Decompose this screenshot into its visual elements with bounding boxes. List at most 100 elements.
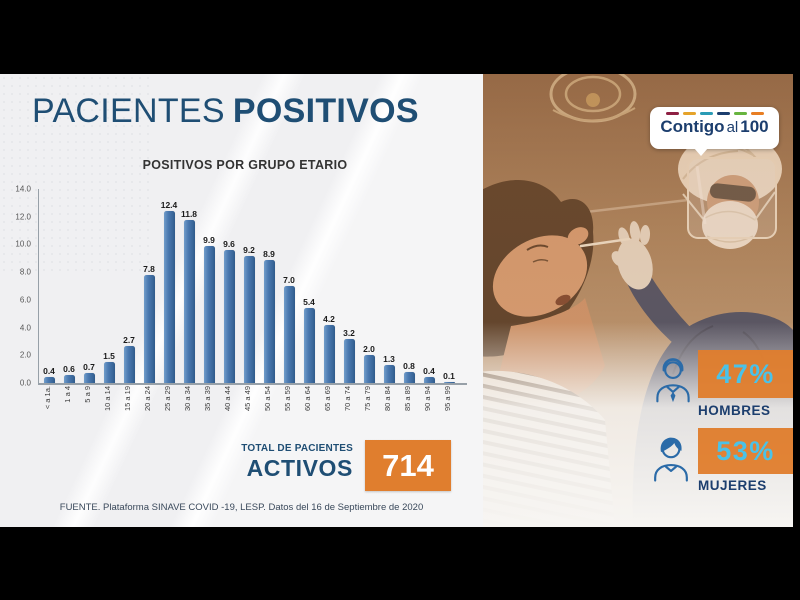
y-axis-tick-label: 0.0 bbox=[19, 378, 31, 388]
bar: 9.2 bbox=[243, 245, 255, 383]
bar-slot: 2.7 bbox=[119, 189, 139, 383]
bar-slot: 11.8 bbox=[179, 189, 199, 383]
bar-slot: 0.6 bbox=[59, 189, 79, 383]
bar-value-label: 0.7 bbox=[83, 362, 95, 373]
bar-value-label: 0.6 bbox=[63, 363, 75, 374]
total-label-line2: ACTIVOS bbox=[246, 455, 353, 481]
logo-dash bbox=[665, 112, 679, 115]
bar-slot: 7.0 bbox=[279, 189, 299, 383]
x-label-slot: 35 a 39 bbox=[198, 386, 218, 434]
x-axis-labels: < a 1a. 1 a 4 5 a 9 10 a 14 15 a 19 20 a 24 25… bbox=[38, 386, 458, 434]
bar-slot: 3.2 bbox=[339, 189, 359, 383]
bar-slot: 9.6 bbox=[219, 189, 239, 383]
bar: 2.7 bbox=[123, 335, 135, 383]
bar-value-label: 1.5 bbox=[103, 351, 115, 362]
x-label-slot: 20 a 24 bbox=[138, 386, 158, 434]
x-label-slot: 70 a 74 bbox=[338, 386, 358, 434]
bar: 9.6 bbox=[223, 239, 235, 383]
x-label-slot: 30 a 34 bbox=[178, 386, 198, 434]
y-axis-tick-label: 4.0 bbox=[19, 323, 31, 333]
logo-text-al: al bbox=[726, 119, 739, 136]
x-label-slot: 85 a 89 bbox=[398, 386, 418, 434]
men-percentage-badge: 47% bbox=[698, 350, 793, 398]
x-label-slot: 75 a 79 bbox=[358, 386, 378, 434]
photo-panel: Contigo al 100 47% HOMBRES 5 bbox=[483, 74, 793, 527]
woman-icon bbox=[654, 437, 688, 482]
x-label-slot: 55 a 59 bbox=[278, 386, 298, 434]
x-axis-label: 90 a 94 bbox=[423, 386, 433, 412]
bar: 0.8 bbox=[403, 361, 415, 383]
bar-slot: 9.9 bbox=[199, 189, 219, 383]
bar-slot: 1.5 bbox=[99, 189, 119, 383]
logo-text: Contigo al 100 bbox=[660, 117, 768, 137]
man-icon bbox=[656, 358, 690, 403]
bar: 0.7 bbox=[83, 362, 95, 383]
logo-dash-row bbox=[665, 112, 764, 115]
halftone-decoration bbox=[0, 74, 150, 274]
bar-value-label: 0.8 bbox=[403, 360, 415, 371]
bar: 0.1 bbox=[443, 371, 455, 383]
x-axis-label: < a 1a. bbox=[43, 386, 53, 410]
bar-value-label: 9.2 bbox=[243, 244, 255, 255]
women-percentage-value: 53% bbox=[716, 435, 775, 466]
x-axis-label: 80 a 84 bbox=[383, 386, 393, 412]
men-percentage-value: 47% bbox=[716, 358, 775, 389]
x-label-slot: 5 a 9 bbox=[78, 386, 98, 434]
x-axis-label: 10 a 14 bbox=[103, 386, 113, 412]
men-label: HOMBRES bbox=[698, 403, 771, 418]
bar-value-label: 3.2 bbox=[343, 327, 355, 338]
x-label-slot: 25 a 29 bbox=[158, 386, 178, 434]
x-label-slot: 95 a 99 bbox=[438, 386, 458, 434]
bar-slot: 2.0 bbox=[359, 189, 379, 383]
x-axis-label: 70 a 74 bbox=[343, 386, 353, 412]
bar-slot: 5.4 bbox=[299, 189, 319, 383]
bar-value-label: 7.0 bbox=[283, 275, 295, 285]
bar: 7.0 bbox=[283, 275, 295, 383]
total-patients-label: TOTAL DE PACIENTES ACTIVOS bbox=[150, 443, 353, 482]
bar-value-label: 9.6 bbox=[223, 238, 235, 249]
x-axis-label: 55 a 59 bbox=[283, 386, 293, 412]
x-axis-label: 45 a 49 bbox=[243, 386, 253, 412]
y-axis-tick-label: 10.0 bbox=[15, 239, 31, 249]
bar-value-label: 0.4 bbox=[423, 366, 435, 377]
bar-slot: 0.4 bbox=[39, 189, 59, 383]
contigo-al-100-logo: Contigo al 100 bbox=[650, 107, 779, 156]
bar: 0.4 bbox=[423, 366, 435, 383]
x-label-slot: 65 a 69 bbox=[318, 386, 338, 434]
bar-slot: 1.3 bbox=[379, 189, 399, 383]
x-label-slot: 60 a 64 bbox=[298, 386, 318, 434]
x-axis-label: 60 a 64 bbox=[303, 386, 313, 412]
logo-dash bbox=[750, 112, 764, 115]
x-axis-label: 40 a 44 bbox=[223, 386, 233, 412]
bar-slot: 4.2 bbox=[319, 189, 339, 383]
plot-area: 0.4 0.6 0.7 1.5 2.7 7.8 12.4 11.8 9.9 9.6 9.2 8.9 7.… bbox=[38, 189, 467, 385]
chart-panel: PACIENTES POSITIVOS POSITIVOS POR GRUPO E… bbox=[0, 74, 483, 527]
bar-value-label: 0.4 bbox=[43, 366, 55, 377]
bar-value-label: 0.1 bbox=[443, 370, 455, 381]
x-label-slot: < a 1a. bbox=[38, 386, 58, 434]
x-axis-label: 1 a 4 bbox=[63, 386, 73, 403]
bar-slot: 0.4 bbox=[419, 189, 439, 383]
x-axis-label: 35 a 39 bbox=[203, 386, 213, 412]
bar-slot: 0.8 bbox=[399, 189, 419, 383]
swab-test-photo bbox=[483, 74, 793, 527]
x-axis-label: 85 a 89 bbox=[403, 386, 413, 412]
bar: 4.2 bbox=[323, 314, 335, 383]
bar-value-label: 4.2 bbox=[323, 313, 335, 324]
bar-slot: 9.2 bbox=[239, 189, 259, 383]
bar: 3.2 bbox=[343, 328, 355, 383]
bar-value-label: 2.0 bbox=[363, 344, 375, 355]
bar-slot: 0.7 bbox=[79, 189, 99, 383]
page-title: PACIENTES POSITIVOS bbox=[32, 92, 419, 131]
x-label-slot: 40 a 44 bbox=[218, 386, 238, 434]
bar: 1.5 bbox=[103, 351, 115, 383]
y-axis-tick-label: 6.0 bbox=[19, 295, 31, 305]
x-axis-label: 75 a 79 bbox=[363, 386, 373, 412]
bar: 12.4 bbox=[161, 200, 177, 383]
bar-slot: 0.1 bbox=[439, 189, 459, 383]
bar: 5.4 bbox=[303, 297, 315, 383]
x-axis-label: 65 a 69 bbox=[323, 386, 333, 412]
x-label-slot: 15 a 19 bbox=[118, 386, 138, 434]
bar: 11.8 bbox=[181, 209, 197, 383]
bar-value-label: 1.3 bbox=[383, 354, 395, 364]
